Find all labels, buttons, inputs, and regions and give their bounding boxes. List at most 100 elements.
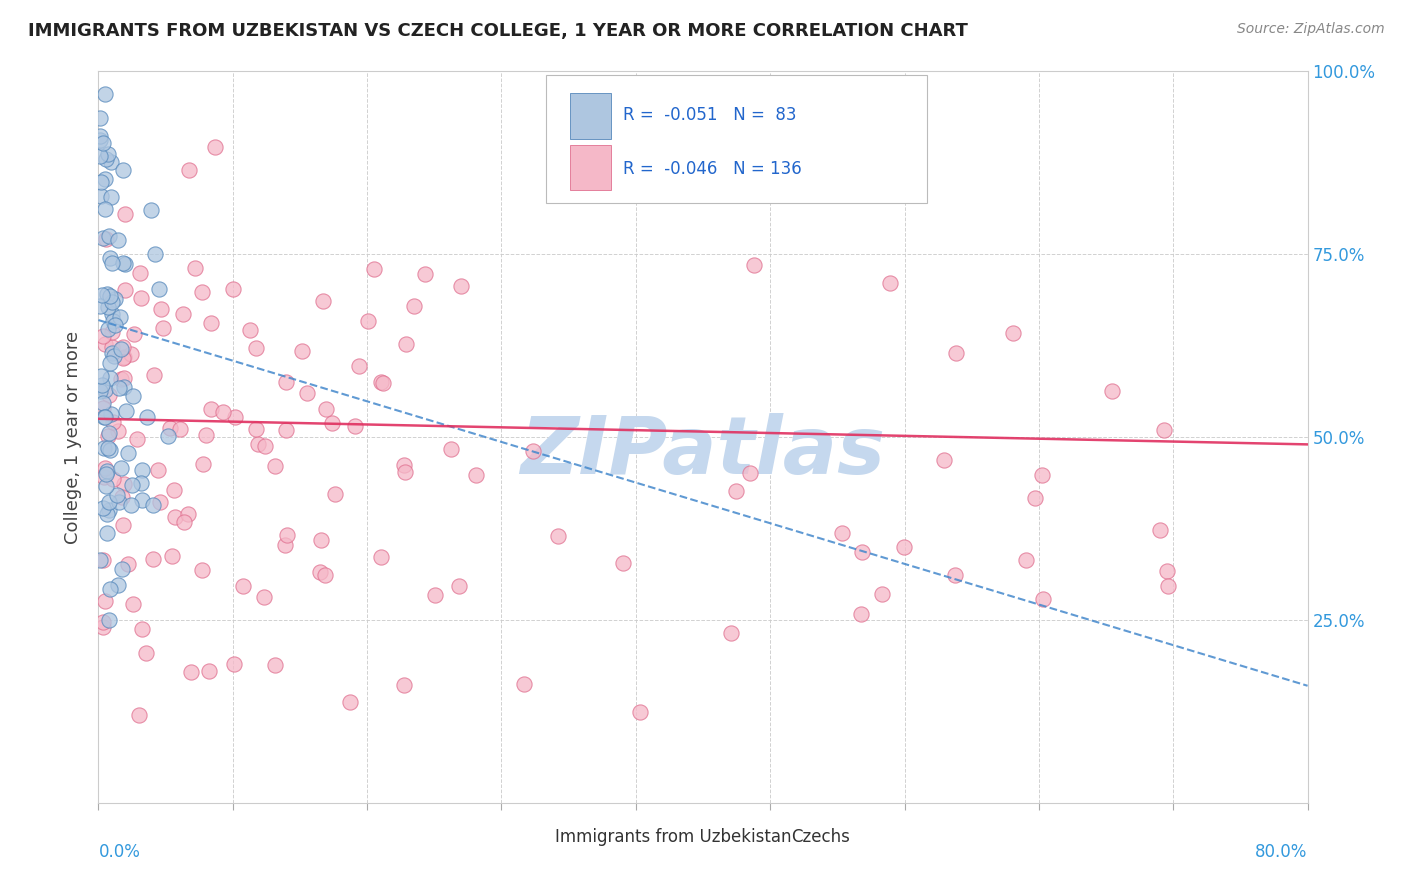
Point [720,625,742,640]
Point [105,488,128,502]
Point [100,190,122,204]
Point [101,307,124,321]
Point [107,578,129,592]
Point [343,418,366,433]
Point [91,553,114,567]
Point [945,346,967,360]
Text: ZIPatlas: ZIPatlas [520,413,886,491]
Point [163,483,186,497]
Point [522,444,544,458]
Point [547,528,569,542]
Point [93,470,115,484]
Point [879,277,901,291]
Point [104,318,127,332]
Point [94,337,117,351]
Point [142,498,165,512]
Point [114,257,136,271]
Point [94,479,117,493]
Point [212,405,235,419]
Point [851,607,873,622]
Point [724,484,747,499]
Point [100,582,122,596]
Point [91,501,114,516]
Point [103,472,125,486]
FancyBboxPatch shape [546,75,927,203]
Point [90,189,112,203]
Point [93,460,115,475]
Point [1149,523,1171,537]
Point [738,466,761,480]
Point [195,427,218,442]
Point [96,526,118,541]
Point [943,568,966,582]
Point [101,314,124,328]
Point [204,140,226,154]
Point [163,509,186,524]
Point [200,316,222,330]
Point [93,442,115,456]
Point [309,565,332,579]
Point [91,401,114,416]
Point [323,486,346,500]
Point [111,490,134,504]
Point [91,620,114,634]
Point [108,495,131,509]
Point [98,370,121,384]
Point [96,153,118,167]
Point [180,665,202,679]
Point [143,247,166,261]
Point [131,622,153,636]
Point [101,294,124,309]
Point [253,591,276,605]
Point [370,550,392,565]
Point [94,202,117,216]
Point [112,518,135,533]
Point [98,356,121,370]
Point [395,337,418,351]
Point [200,402,222,417]
Point [120,347,142,361]
Point [89,149,111,163]
Point [1157,579,1180,593]
Point [276,528,298,542]
Point [222,657,245,672]
Point [89,133,111,147]
Point [101,415,124,429]
Point [98,251,121,265]
Point [512,677,534,691]
Point [96,464,118,478]
Point [177,163,200,178]
Point [893,540,915,554]
Point [160,549,183,563]
Point [91,136,114,150]
Point [831,525,853,540]
Point [97,495,120,509]
Y-axis label: College, 1 year or more: College, 1 year or more [65,331,83,543]
Point [149,495,172,509]
Point [98,613,121,627]
Text: 80.0%: 80.0% [1256,843,1308,861]
Point [129,291,152,305]
Point [224,410,246,425]
Point [100,407,122,421]
Point [742,258,765,272]
Point [97,441,120,455]
Point [247,436,270,450]
Point [111,163,134,178]
Point [309,533,332,547]
Point [413,267,436,281]
FancyBboxPatch shape [569,94,612,138]
Point [276,423,298,437]
Point [117,558,139,572]
Point [315,401,337,416]
Point [122,597,145,611]
Point [127,432,149,446]
Point [184,261,207,276]
Point [191,563,214,577]
Point [239,323,262,337]
Point [112,371,135,385]
Point [110,372,132,386]
Point [1015,553,1038,567]
FancyBboxPatch shape [519,825,551,849]
Point [111,340,134,354]
